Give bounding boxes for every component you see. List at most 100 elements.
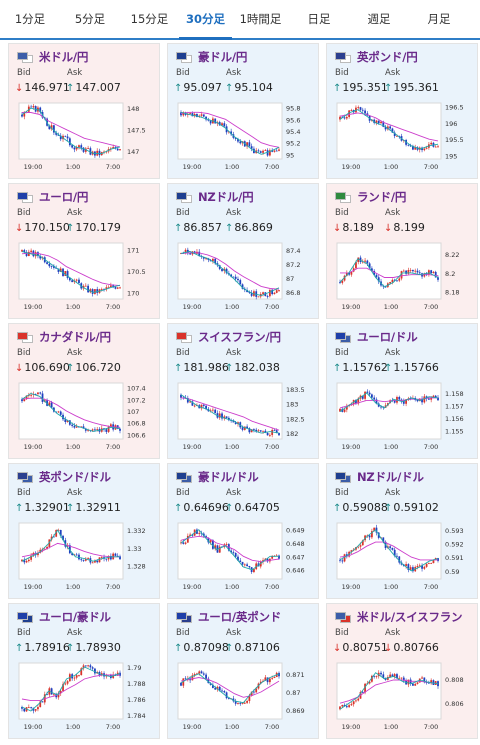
pair-name[interactable]: NZドル/ドル <box>357 470 424 484</box>
candlestick-chart[interactable]: 1.79 1.788 1.786 1.784 19:00 1:00 7:00 <box>17 661 153 735</box>
candlestick-chart[interactable]: 0.649 0.648 0.647 0.646 19:00 1:00 7:00 <box>176 521 312 595</box>
pair-name[interactable]: ユーロ/英ポンド <box>198 610 282 624</box>
currency-panel[interactable]: NZドル/ドル Bid Ask ↑0.59088 ↑0.59102 0.593 0… <box>326 463 478 599</box>
pair-name[interactable]: 米ドル/円 <box>39 50 89 64</box>
candle-body <box>273 677 276 678</box>
currency-panel[interactable]: 米ドル/スイスフラン Bid Ask ↓0.80751 ↓0.80766 0.8… <box>326 603 478 739</box>
candle-body <box>371 394 373 398</box>
tab-5[interactable]: 日足 <box>307 12 331 26</box>
candlestick-chart[interactable]: 8.22 8.2 8.18 19:00 1:00 7:00 <box>335 241 471 315</box>
candle-body <box>103 151 105 153</box>
candle-body <box>416 270 419 273</box>
trend-line <box>180 394 280 434</box>
y-tick-label: 0.808 <box>445 676 464 684</box>
pair-name[interactable]: ランド/円 <box>357 190 407 204</box>
candle-body <box>221 268 223 271</box>
pair-name[interactable]: NZドル/円 <box>198 190 254 204</box>
candlestick-chart[interactable]: 107.4 107.2 107 106.8 106.6 19:00 1:00 7:00 <box>17 381 153 455</box>
candlestick-chart[interactable]: 95.8 95.6 95.4 95.2 95 19:00 1:00 7:00 <box>176 101 312 175</box>
chart-svg: 0.871 0.87 0.869 19:00 1:00 7:00 <box>177 662 305 731</box>
currency-panel[interactable]: 英ポンド/ドル Bid Ask ↑1.32901 ↑1.32911 1.332 1… <box>8 463 160 599</box>
candlestick-chart[interactable]: 0.808 0.806 19:00 1:00 7:00 <box>335 661 471 735</box>
candle-body <box>246 426 248 429</box>
currency-panel[interactable]: 英ポンド/円 Bid Ask ↑195.351 ↑195.361 196.5 19… <box>326 43 478 179</box>
currency-panel[interactable]: 豪ドル/ドル Bid Ask ↑0.64696 ↑0.64705 0.649 0.… <box>167 463 319 599</box>
pair-name[interactable]: 豪ドル/ドル <box>198 470 259 484</box>
chart-svg: 171 170.5 170 19:00 1:00 7:00 <box>18 242 146 311</box>
moving-average-line <box>339 541 438 561</box>
y-tick-label: 1.156 <box>445 415 464 423</box>
y-tick-label: 87.2 <box>286 261 300 269</box>
tab-0[interactable]: 1分足 <box>14 12 46 26</box>
candlestick-chart[interactable]: 87.4 87.2 87 86.8 19:00 1:00 7:00 <box>176 241 312 315</box>
currency-panel[interactable]: カナダドル/円 Bid Ask ↓106.690 ↑106.720 107.4 1… <box>8 323 160 459</box>
candle-body <box>350 271 353 275</box>
candlestick-chart[interactable]: 0.593 0.592 0.591 0.59 19:00 1:00 7:00 <box>335 521 471 595</box>
panel-header: NZドル/円 <box>176 190 254 204</box>
pair-name[interactable]: 英ポンド/ドル <box>39 470 111 484</box>
tab-7[interactable]: 月足 <box>427 12 451 26</box>
currency-panel[interactable]: ユーロ/ドル Bid Ask ↑1.15762 ↑1.15766 1.158 1.… <box>326 323 478 459</box>
candle-body <box>53 407 55 412</box>
candle-body <box>205 405 207 409</box>
currency-panel[interactable]: ユーロ/円 Bid Ask ↓170.150 ↑170.179 171 170.5… <box>8 183 160 319</box>
candle-body <box>48 263 51 267</box>
chart-svg: 183.5 183 182.5 182 19:00 1:00 7:00 <box>177 382 305 451</box>
candlestick-chart[interactable]: 1.332 1.33 1.328 19:00 1:00 7:00 <box>17 521 153 595</box>
pair-name[interactable]: 米ドル/スイスフラン <box>357 610 463 624</box>
candle-body <box>421 565 423 569</box>
candlestick-chart[interactable]: 1.158 1.157 1.156 1.155 19:00 1:00 7:00 <box>335 381 471 455</box>
currency-panel[interactable]: NZドル/円 Bid Ask ↑86.857 ↑86.869 87.4 87.2 8… <box>167 183 319 319</box>
candle-body <box>427 563 430 564</box>
candle-body <box>352 701 355 705</box>
ask-price: 195.361 <box>393 81 439 94</box>
tab-1[interactable]: 5分足 <box>74 12 106 26</box>
arrow-up-icon: ↑ <box>384 363 393 374</box>
tab-3[interactable]: 30分足 <box>179 0 232 40</box>
currency-panel[interactable]: ユーロ/豪ドル Bid Ask ↑1.78916 ↑1.78930 1.79 1.… <box>8 603 160 739</box>
candle-body <box>196 529 198 534</box>
candle-body <box>212 684 214 688</box>
pair-name[interactable]: ユーロ/円 <box>39 190 89 204</box>
tab-6[interactable]: 週足 <box>367 12 391 26</box>
candle-body <box>423 566 426 569</box>
y-tick-label: 95.2 <box>286 140 300 148</box>
candlestick-chart[interactable]: 0.871 0.87 0.869 19:00 1:00 7:00 <box>176 661 312 735</box>
candle-body <box>84 428 87 431</box>
pair-name[interactable]: ユーロ/豪ドル <box>39 610 111 624</box>
y-tick-label: 106.6 <box>127 431 146 439</box>
candle-body <box>423 148 426 151</box>
pair-name[interactable]: ユーロ/ドル <box>357 330 418 344</box>
x-tick-label: 19:00 <box>342 163 361 171</box>
currency-panel[interactable]: 豪ドル/円 Bid Ask ↑95.097 ↑95.104 95.8 95.6 95… <box>167 43 319 179</box>
ask-value: ↑95.104 <box>225 81 273 94</box>
currency-panel[interactable]: ランド/円 Bid Ask ↓8.189 ↓8.199 8.22 8.2 8.18 1… <box>326 183 478 319</box>
candle-body <box>230 131 233 135</box>
tab-2[interactable]: 15分足 <box>130 12 169 26</box>
pair-name[interactable]: カナダドル/円 <box>39 330 111 344</box>
currency-panel[interactable]: 米ドル/円 Bid Ask ↓146.971 ↑147.007 148 147.5… <box>8 43 160 179</box>
candlestick-chart[interactable]: 183.5 183 182.5 182 19:00 1:00 7:00 <box>176 381 312 455</box>
y-tick-label: 182.5 <box>286 415 305 423</box>
x-tick-label: 7:00 <box>265 723 280 731</box>
candle-body <box>414 270 417 272</box>
candle-body <box>248 695 251 701</box>
candle-body <box>343 704 346 707</box>
candle-body <box>412 567 414 572</box>
currency-panel[interactable]: スイスフラン/円 Bid Ask ↑181.986 ↑182.038 183.5… <box>167 323 319 459</box>
candlestick-chart[interactable]: 196.5 196 195.5 195 19:00 1:00 7:00 <box>335 101 471 175</box>
candle-body <box>221 690 223 692</box>
pair-name[interactable]: スイスフラン/円 <box>198 330 281 344</box>
candlestick-chart[interactable]: 171 170.5 170 19:00 1:00 7:00 <box>17 241 153 315</box>
candle-body <box>119 556 121 560</box>
candle-body <box>355 700 357 702</box>
tab-4[interactable]: 1時間足 <box>239 12 282 26</box>
candle-body <box>266 677 269 683</box>
ask-label: Ask <box>385 628 401 638</box>
pair-name[interactable]: 英ポンド/円 <box>357 50 418 64</box>
candlestick-chart[interactable]: 148 147.5 147 19:00 1:00 7:00 <box>17 101 153 175</box>
arrow-up-icon: ↑ <box>174 363 183 374</box>
currency-panel[interactable]: ユーロ/英ポンド Bid Ask ↑0.87098 ↑0.87106 0.871… <box>167 603 319 739</box>
chart-svg: 148 147.5 147 19:00 1:00 7:00 <box>18 102 146 171</box>
pair-name[interactable]: 豪ドル/円 <box>198 50 248 64</box>
